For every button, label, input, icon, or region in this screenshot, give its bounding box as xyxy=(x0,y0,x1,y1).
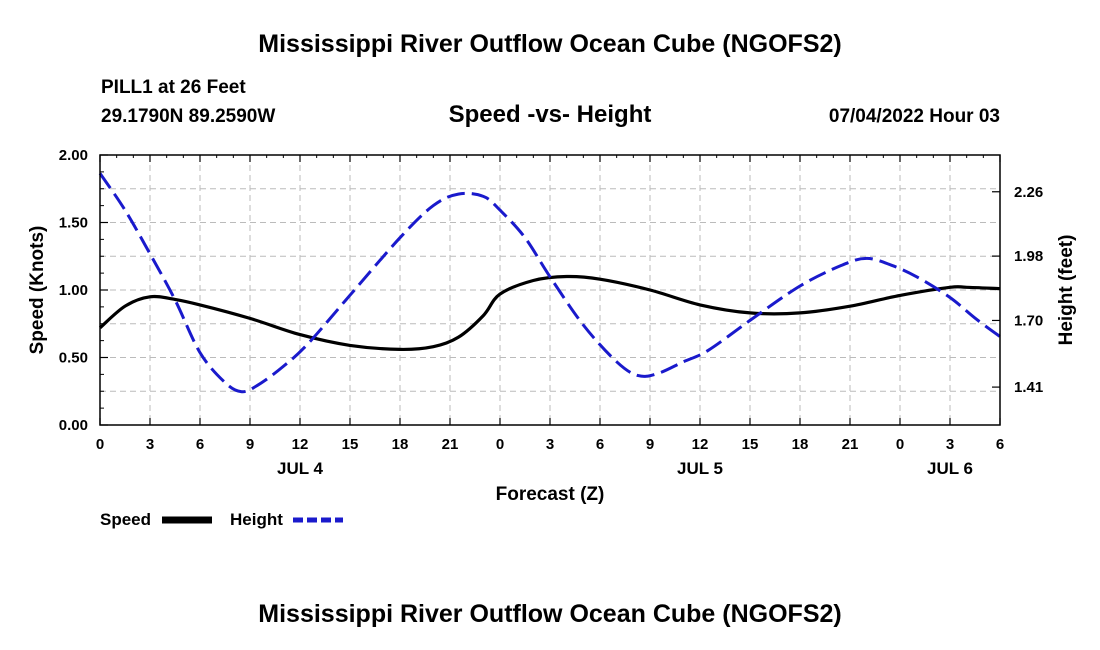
x-tick-label: 3 xyxy=(146,436,154,453)
y2-tick-label: 1.70 xyxy=(1014,312,1043,329)
y2-tick-label: 1.41 xyxy=(1014,379,1043,396)
x-axis-label: Forecast (Z) xyxy=(496,484,605,505)
x-tick-label: 6 xyxy=(596,436,604,453)
x-tick-label: 0 xyxy=(96,436,104,453)
x-tick-label: 18 xyxy=(792,436,809,453)
height-series-line xyxy=(98,172,1001,394)
x-tick-label: 6 xyxy=(996,436,1004,453)
x-tick-label: 21 xyxy=(842,436,859,453)
x-tick-label: 15 xyxy=(342,436,359,453)
x-tick-label: 3 xyxy=(946,436,954,453)
x-tick-label: 3 xyxy=(546,436,554,453)
x-tick-label: 0 xyxy=(496,436,504,453)
y-tick-label: 2.00 xyxy=(59,147,88,164)
x-tick-label: 0 xyxy=(896,436,904,453)
chart-title: Mississippi River Outflow Ocean Cube (NG… xyxy=(258,30,842,58)
axes: 0 3 6 9 12 15 18 21 0 3 6 9 12 15 18 21 0 3 6 JUL 4 JUL 5 JUL… xyxy=(59,147,1043,478)
y-tick-label: 0.00 xyxy=(59,417,88,434)
x-tick-label: 6 xyxy=(196,436,204,453)
legend-height-label: Height xyxy=(230,510,283,529)
forecast-datetime: 07/04/2022 Hour 03 xyxy=(828,106,1000,127)
station-coordinates: 29.1790N 89.2590W xyxy=(101,106,276,127)
legend-speed-label: Speed xyxy=(100,510,152,529)
x-tick-label: 12 xyxy=(292,436,309,453)
day-label: JUL 6 xyxy=(927,459,973,478)
x-tick-label: 21 xyxy=(442,436,459,453)
y-axis-label: Speed (Knots) xyxy=(27,226,48,355)
series xyxy=(98,172,1001,394)
y2-axis-label: Height (feet) xyxy=(1056,235,1077,346)
x-tick-label: 18 xyxy=(392,436,409,453)
station-label: PILL1 at 26 Feet xyxy=(101,77,246,98)
chart-subtitle: Speed -vs- Height xyxy=(448,101,652,128)
y-tick-label: 0.50 xyxy=(59,350,88,367)
x-tick-label: 12 xyxy=(692,436,709,453)
y2-tick-label: 1.98 xyxy=(1014,248,1043,265)
speed-series-line xyxy=(98,274,1001,352)
grid xyxy=(100,155,1000,425)
x-tick-label: 9 xyxy=(246,436,254,453)
chart-title-repeat: Mississippi River Outflow Ocean Cube (NG… xyxy=(258,600,842,628)
y2-tick-label: 2.26 xyxy=(1014,184,1043,201)
x-tick-label: 9 xyxy=(646,436,654,453)
y-tick-label: 1.00 xyxy=(59,282,88,299)
day-label: JUL 5 xyxy=(677,459,723,478)
x-tick-label: 15 xyxy=(742,436,759,453)
day-label: JUL 4 xyxy=(277,459,324,478)
y-tick-label: 1.50 xyxy=(59,215,88,232)
